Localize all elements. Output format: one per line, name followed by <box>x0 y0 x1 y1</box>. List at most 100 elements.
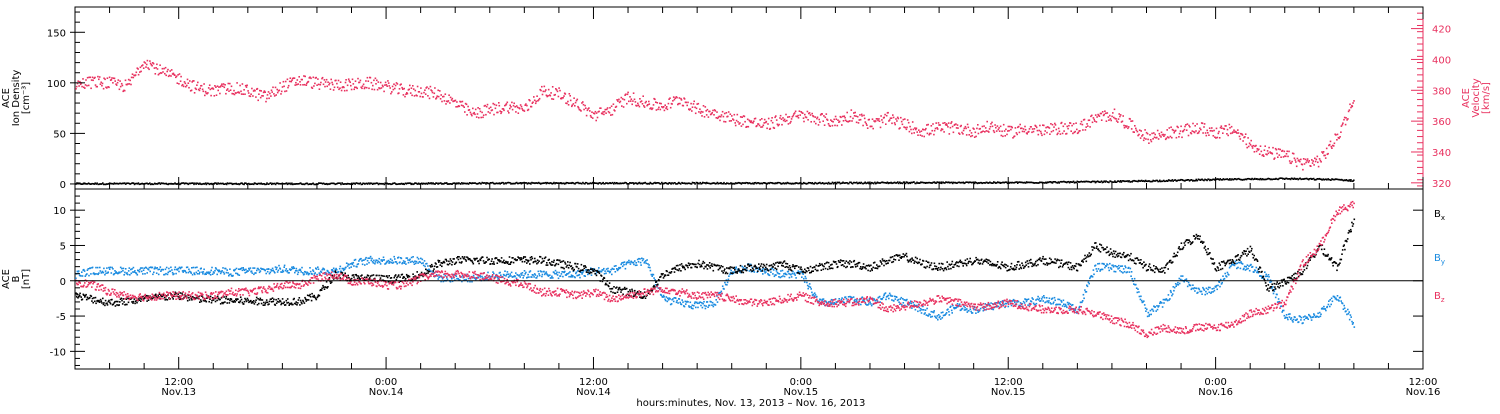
density-series-point <box>799 182 801 184</box>
velocity-series-point <box>763 118 766 121</box>
density-series-point <box>149 182 151 184</box>
velocity-series-point <box>350 84 352 87</box>
density-series-point <box>1177 179 1180 181</box>
by-series-point <box>705 305 707 307</box>
by-series-point <box>1207 288 1209 291</box>
density-series-point <box>480 183 482 185</box>
by-series-point <box>1083 297 1085 300</box>
velocity-series-point <box>511 108 514 111</box>
by-series-point <box>497 277 500 279</box>
velocity-series-point <box>900 120 903 123</box>
density-series-point <box>103 183 105 186</box>
density-series-point <box>440 182 442 184</box>
velocity-series-point <box>342 86 344 88</box>
velocity-series-point <box>702 111 704 113</box>
density-series-point <box>1311 178 1314 180</box>
by-series-point <box>126 272 128 274</box>
by-series-point <box>1250 263 1252 266</box>
by-series-point <box>639 261 642 264</box>
by-series-point <box>1317 312 1319 315</box>
density-series-point <box>1323 179 1325 181</box>
by-series-point <box>1163 302 1165 304</box>
density-series-point <box>472 182 475 184</box>
velocity-series-point <box>994 124 996 126</box>
velocity-series-point <box>273 95 276 97</box>
by-series-point <box>1081 300 1084 302</box>
density-series-point <box>661 181 663 184</box>
by-series-point <box>374 262 376 265</box>
density-series-point <box>1031 181 1034 184</box>
density-series-point <box>515 181 518 184</box>
density-series-point <box>734 182 737 184</box>
by-series-point <box>1058 303 1060 306</box>
by-series-point <box>152 273 154 276</box>
by-series-point <box>785 273 788 276</box>
velocity-series-point <box>1204 132 1207 134</box>
density-series-point <box>561 182 564 185</box>
density-series-point <box>1243 178 1246 181</box>
velocity-series-point <box>265 100 267 103</box>
density-series-point <box>424 183 427 185</box>
by-series-point <box>1323 305 1325 308</box>
by-series-point <box>913 304 916 306</box>
velocity-series-point <box>487 111 490 113</box>
density-series-point <box>560 182 562 184</box>
by-series-point <box>296 273 299 276</box>
velocity-series-point <box>1087 125 1089 127</box>
by-series-point <box>999 302 1001 305</box>
velocity-series-point <box>607 110 610 113</box>
by-series-point <box>1135 283 1137 286</box>
density-series-point <box>555 182 557 184</box>
velocity-series-point <box>662 106 665 108</box>
density-series-point <box>122 182 124 184</box>
velocity-series-point <box>901 123 904 126</box>
by-series-point <box>948 314 951 316</box>
density-series-point <box>766 183 768 185</box>
by-series-point <box>191 273 194 276</box>
velocity-series-point <box>1333 142 1336 145</box>
by-series-point <box>952 304 954 307</box>
by-series-point <box>898 301 900 303</box>
bx-series-point <box>103 302 105 304</box>
velocity-series-point <box>943 131 945 133</box>
density-series-point <box>199 182 201 185</box>
density-series-point <box>975 182 978 184</box>
density-series-point <box>611 181 614 184</box>
velocity-series-point <box>1226 128 1229 131</box>
density-series-point <box>672 182 675 185</box>
by-series-point <box>555 273 558 275</box>
density-series-point <box>1102 181 1104 183</box>
by-series-point <box>111 266 113 269</box>
by-series-point <box>805 277 807 280</box>
by-series-point <box>378 261 381 263</box>
by-series-point <box>1045 301 1047 303</box>
velocity-series-point <box>244 93 246 95</box>
velocity-series-point <box>1042 124 1044 126</box>
by-series-point <box>241 269 244 272</box>
by-series-point <box>433 272 435 274</box>
velocity-series-point <box>659 108 662 111</box>
velocity-series-point <box>1288 150 1290 153</box>
velocity-series-point <box>111 77 113 79</box>
by-series-point <box>698 301 701 304</box>
velocity-series-point <box>1283 150 1286 153</box>
velocity-series-point <box>973 128 975 130</box>
by-series-point <box>1337 299 1340 301</box>
density-series-point <box>390 183 392 186</box>
density-series-point <box>925 181 928 184</box>
velocity-series-point <box>263 90 266 92</box>
density-series-point <box>1246 178 1249 180</box>
velocity-series-point <box>984 127 987 129</box>
by-series-point <box>782 275 784 277</box>
velocity-series-point <box>1265 153 1267 155</box>
bx-series-point <box>136 301 138 304</box>
density-series-point <box>1065 181 1068 184</box>
density-series-point <box>1220 179 1223 181</box>
density-series-point <box>1346 179 1348 182</box>
velocity-series-point <box>741 116 743 118</box>
density-series-point <box>1076 180 1079 183</box>
by-series-point <box>914 308 917 311</box>
density-series-point <box>1137 180 1139 183</box>
velocity-series-point <box>280 93 282 95</box>
velocity-series-point <box>781 123 783 126</box>
